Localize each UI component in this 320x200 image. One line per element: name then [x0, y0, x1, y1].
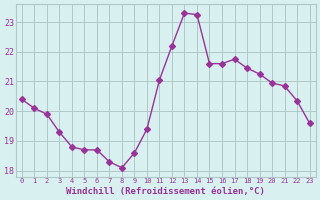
X-axis label: Windchill (Refroidissement éolien,°C): Windchill (Refroidissement éolien,°C) — [66, 187, 265, 196]
